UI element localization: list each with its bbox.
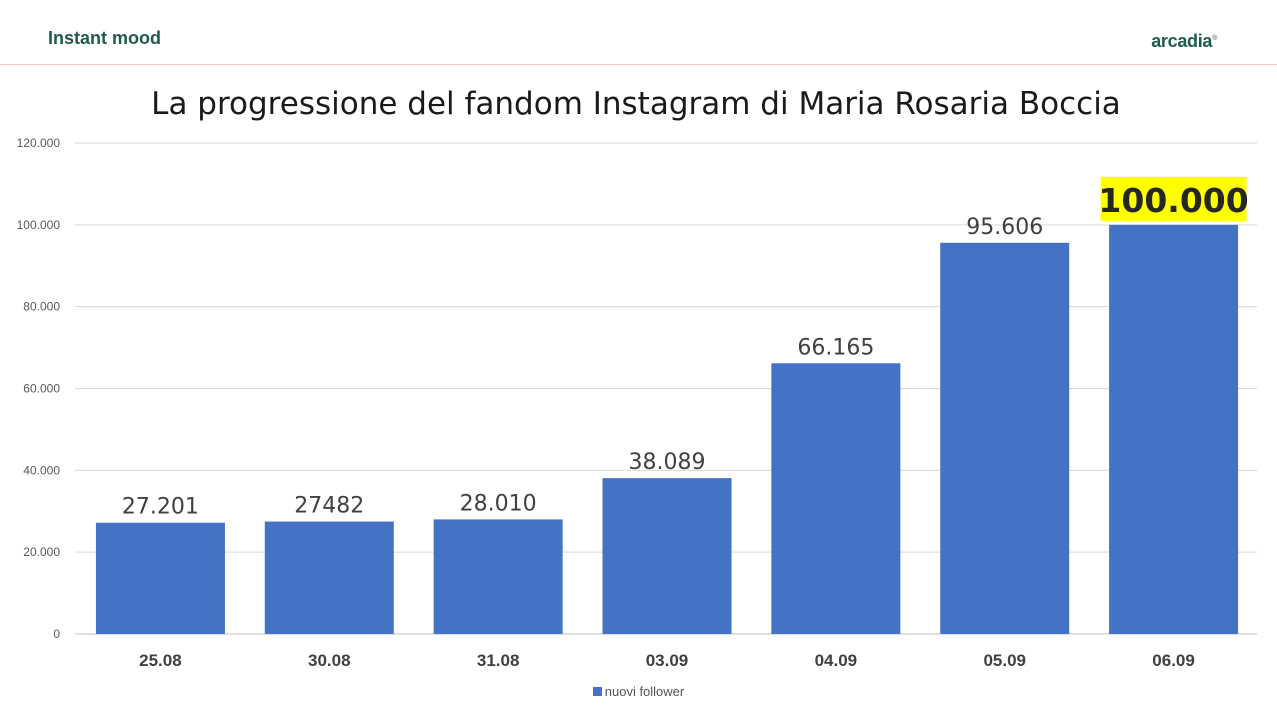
highlight-box [1100, 176, 1247, 221]
bar [602, 478, 732, 634]
bar [433, 519, 563, 634]
logo-mark: ® [1212, 35, 1217, 42]
y-tick-label: 40.000 [23, 463, 60, 477]
header-brand: Instant mood [48, 28, 161, 48]
y-tick-label: 20.000 [23, 545, 60, 559]
x-tick-label: 25.08 [139, 651, 182, 670]
data-label: 38.089 [629, 450, 706, 475]
header-divider [0, 64, 1277, 65]
bar [940, 242, 1070, 634]
x-tick-label: 05.09 [983, 651, 1026, 670]
data-label: 27.201 [122, 495, 199, 520]
y-tick-label: 120.000 [17, 136, 61, 150]
legend-label: nuovi follower [604, 684, 685, 699]
x-tick-label: 04.09 [815, 651, 858, 670]
logo-text: arcadia [1151, 31, 1213, 51]
x-tick-label: 31.08 [477, 651, 520, 670]
chart-title: La progressione del fandom Instagram di … [151, 86, 1121, 122]
y-tick-label: 0 [53, 627, 60, 641]
x-tick-label: 03.09 [646, 651, 689, 670]
bar [771, 363, 901, 634]
legend-swatch [592, 687, 602, 696]
bar [1109, 224, 1239, 635]
data-label: 27482 [294, 494, 364, 519]
y-tick-label: 100.000 [17, 218, 61, 232]
data-label: 28.010 [460, 491, 537, 516]
data-label: 66.165 [797, 335, 874, 360]
chart-legend: nuovi follower [0, 684, 1277, 699]
data-label: 95.606 [966, 215, 1043, 240]
y-tick-label: 60.000 [23, 382, 60, 396]
data-label: 100.000 [1098, 181, 1248, 220]
y-tick-label: 80.000 [23, 300, 60, 314]
bar [264, 521, 394, 634]
x-tick-label: 06.09 [1152, 651, 1195, 670]
arcadia-logo: arcadia® [1151, 31, 1217, 52]
x-tick-label: 30.08 [308, 651, 351, 670]
bar [95, 522, 225, 634]
